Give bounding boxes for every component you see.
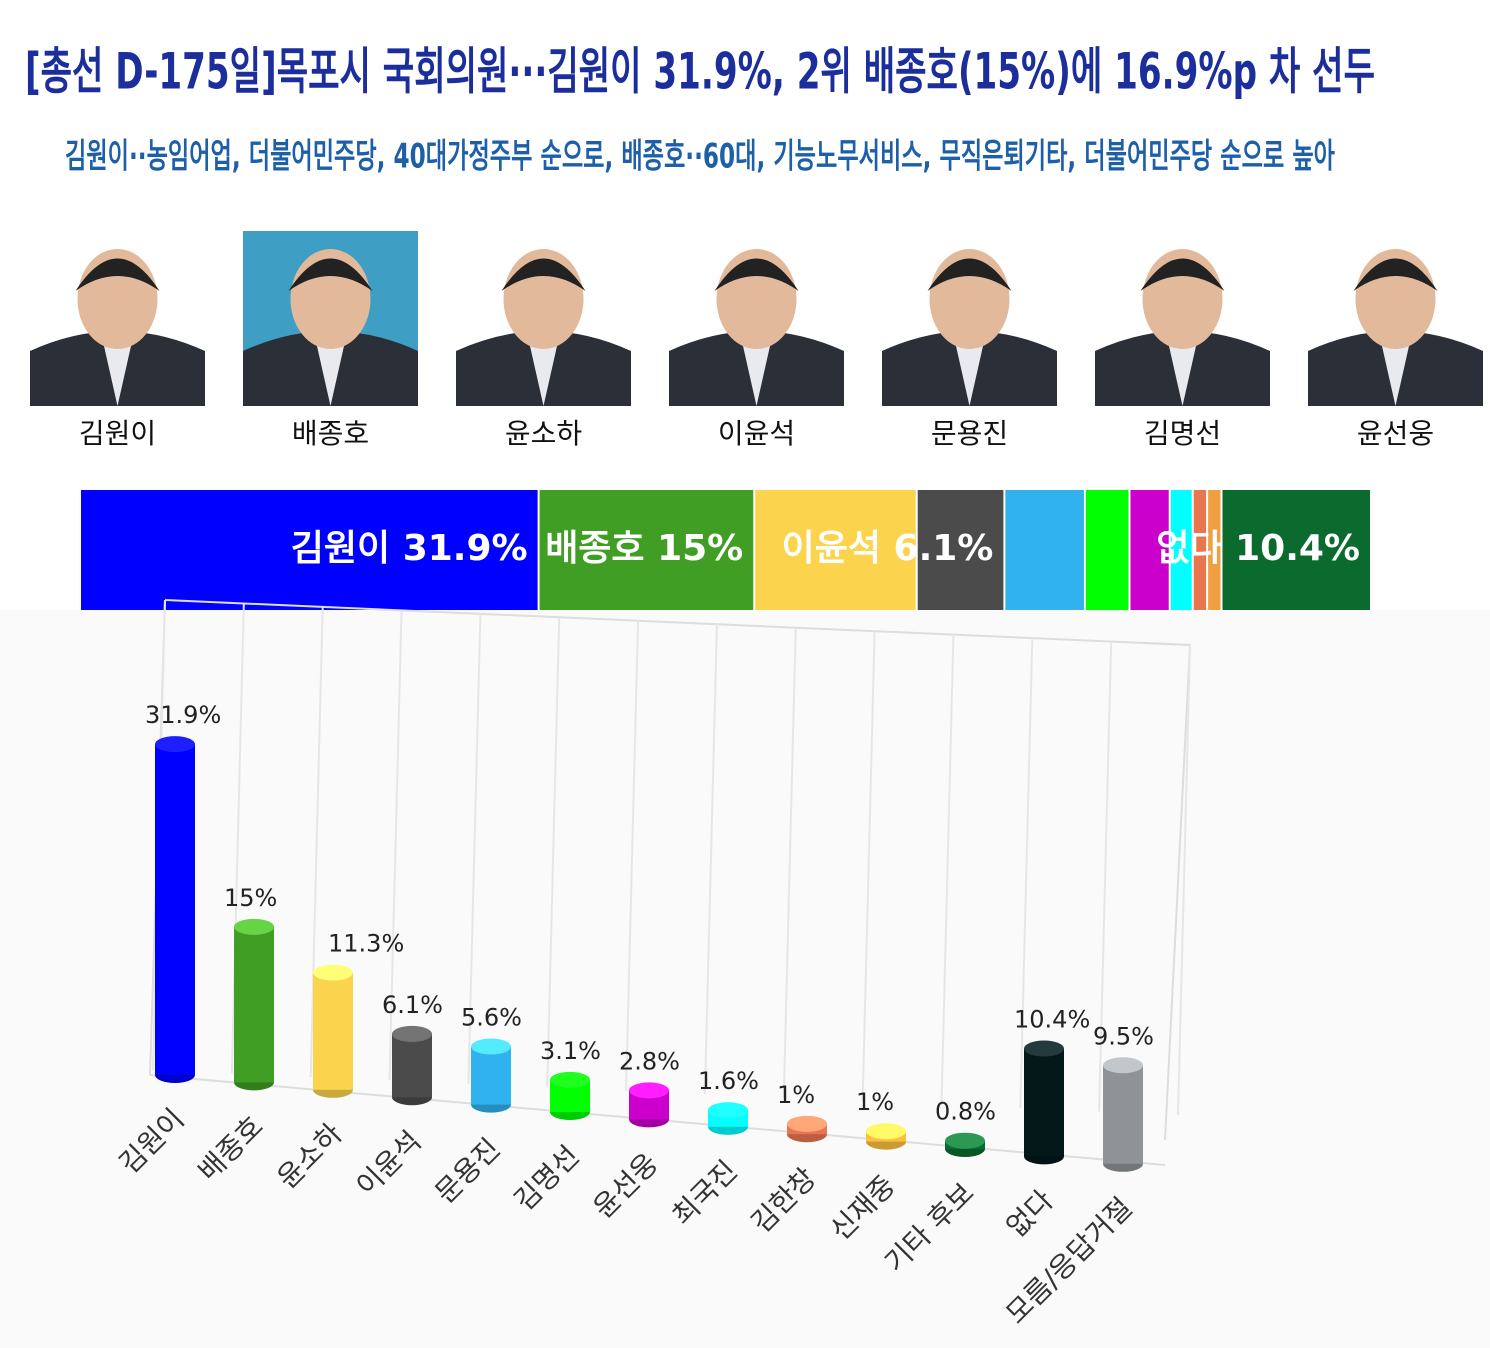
value-label: 15% xyxy=(224,884,277,912)
bar xyxy=(234,926,274,1083)
candidate-name: 김원이 xyxy=(79,417,156,450)
chart-background xyxy=(0,610,1490,1348)
frame-grid xyxy=(309,606,324,1077)
stack-segment xyxy=(1208,490,1221,610)
stack-label: 없다 10.4% xyxy=(1156,528,1360,569)
photo-hair xyxy=(288,258,373,291)
frame-grid xyxy=(625,620,640,1091)
bar xyxy=(155,744,195,1075)
value-label: 5.6% xyxy=(461,1004,522,1032)
bar-top xyxy=(629,1082,669,1099)
frame-grid xyxy=(230,603,245,1074)
candidate-photos: 김원이 배종호 윤소하 이윤석 문용진 김명선 윤선웅 xyxy=(30,231,1483,450)
bar-top xyxy=(1024,1040,1064,1057)
candidate-name: 윤선웅 xyxy=(1357,417,1434,450)
candidate-name: 윤소하 xyxy=(505,417,582,450)
stack-segment xyxy=(1130,490,1169,610)
bar-top xyxy=(866,1123,906,1140)
value-label: 1% xyxy=(777,1081,815,1109)
photo-hair xyxy=(75,258,160,291)
frame-grid xyxy=(940,634,955,1105)
stack-segment xyxy=(1193,490,1207,610)
bar-top xyxy=(155,736,195,753)
bar-top xyxy=(945,1132,985,1149)
value-label: 2.8% xyxy=(619,1047,680,1075)
bar xyxy=(392,1033,432,1098)
frame-grid xyxy=(703,624,718,1095)
bar xyxy=(471,1046,511,1105)
bar xyxy=(1024,1048,1064,1157)
value-label: 1.6% xyxy=(698,1067,759,1095)
candidate-name: 배종호 xyxy=(292,417,369,450)
bar xyxy=(313,972,353,1090)
frame-grid xyxy=(1177,644,1191,1116)
bar-top xyxy=(471,1038,511,1055)
value-label: 0.8% xyxy=(935,1098,996,1126)
bar xyxy=(1103,1065,1143,1164)
frame-grid xyxy=(1019,638,1034,1109)
stack-segment xyxy=(81,490,538,610)
bar-top xyxy=(234,918,274,935)
photo-hair xyxy=(927,258,1012,291)
bar-top xyxy=(392,1025,432,1042)
stack-label: 이윤석 6.1% xyxy=(782,528,994,569)
stack-label: 배종호 15% xyxy=(545,528,743,569)
stack-label: 김원이 31.9% xyxy=(291,528,528,569)
subtitle: 김원이··농임어업, 더불어민주당, 40대가정주부 순으로, 배종호··60대… xyxy=(65,137,1335,177)
stacked-bar: 김원이 31.9% 배종호 15% 이윤석 6.1% 없다 10.4% xyxy=(81,490,1370,610)
stack-segment xyxy=(917,490,1004,610)
bar-top xyxy=(1103,1057,1143,1074)
stack-segment xyxy=(755,490,916,610)
frame-grid xyxy=(1098,641,1113,1112)
frame-grid xyxy=(467,613,482,1084)
title: [총선 D-175일]목포시 국회의원···김원이 31.9%, 2위 배종호(… xyxy=(25,43,1375,101)
bar-top xyxy=(787,1115,827,1132)
frame-grid xyxy=(546,617,561,1088)
photo-hair xyxy=(1353,258,1438,291)
bar-top xyxy=(708,1102,748,1119)
stack-segment xyxy=(539,490,754,610)
stack-segment xyxy=(1005,490,1084,610)
bar-top xyxy=(550,1071,590,1088)
value-label: 6.1% xyxy=(382,991,443,1019)
bar-top xyxy=(313,964,353,981)
photo-hair xyxy=(1140,258,1225,291)
candidate-name: 김명선 xyxy=(1144,417,1221,450)
stack-segment xyxy=(1170,490,1192,610)
photo-hair xyxy=(714,258,799,291)
candidate-name: 문용진 xyxy=(931,417,1008,450)
candidate-name: 이윤석 xyxy=(718,417,795,450)
stack-segment xyxy=(1222,490,1370,610)
value-label: 3.1% xyxy=(540,1037,601,1065)
value-label: 10.4% xyxy=(1014,1006,1090,1034)
value-label: 11.3% xyxy=(328,930,404,958)
value-label: 9.5% xyxy=(1093,1022,1154,1050)
frame-grid xyxy=(782,627,797,1098)
value-label: 1% xyxy=(856,1088,894,1116)
photo-hair xyxy=(501,258,586,291)
stack-segment xyxy=(1085,490,1129,610)
value-label: 31.9% xyxy=(145,701,221,729)
frame-grid xyxy=(861,631,876,1102)
frame-grid xyxy=(388,610,403,1081)
